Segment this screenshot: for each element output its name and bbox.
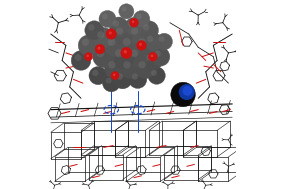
Circle shape bbox=[106, 29, 117, 39]
Circle shape bbox=[97, 31, 104, 38]
Circle shape bbox=[129, 70, 147, 88]
Circle shape bbox=[179, 84, 195, 100]
Circle shape bbox=[104, 57, 126, 79]
Circle shape bbox=[132, 20, 134, 23]
Circle shape bbox=[82, 39, 89, 46]
Circle shape bbox=[127, 46, 149, 68]
Circle shape bbox=[84, 53, 93, 61]
Circle shape bbox=[125, 17, 143, 36]
Circle shape bbox=[111, 45, 134, 68]
Circle shape bbox=[119, 4, 134, 19]
Circle shape bbox=[121, 47, 132, 59]
Circle shape bbox=[183, 86, 192, 96]
Circle shape bbox=[139, 43, 142, 46]
Circle shape bbox=[124, 50, 127, 53]
Circle shape bbox=[117, 73, 123, 80]
Circle shape bbox=[133, 11, 150, 27]
Circle shape bbox=[132, 74, 138, 80]
Circle shape bbox=[85, 21, 104, 40]
Circle shape bbox=[88, 24, 95, 31]
Circle shape bbox=[108, 61, 115, 69]
Circle shape bbox=[99, 10, 116, 27]
Circle shape bbox=[109, 17, 128, 36]
Circle shape bbox=[89, 67, 107, 85]
Circle shape bbox=[113, 74, 115, 76]
Circle shape bbox=[148, 52, 157, 61]
Circle shape bbox=[116, 27, 123, 35]
Circle shape bbox=[151, 54, 153, 57]
Circle shape bbox=[156, 33, 173, 50]
Circle shape bbox=[136, 13, 142, 19]
Circle shape bbox=[112, 24, 133, 44]
Circle shape bbox=[111, 71, 119, 80]
Circle shape bbox=[108, 38, 116, 46]
Circle shape bbox=[123, 61, 131, 69]
Circle shape bbox=[87, 55, 89, 57]
Circle shape bbox=[92, 70, 98, 76]
Circle shape bbox=[144, 33, 162, 51]
Circle shape bbox=[129, 18, 138, 27]
Circle shape bbox=[151, 47, 170, 66]
Circle shape bbox=[113, 20, 119, 27]
Circle shape bbox=[146, 54, 153, 61]
Circle shape bbox=[128, 24, 148, 44]
Circle shape bbox=[106, 77, 112, 84]
Circle shape bbox=[154, 51, 161, 57]
Circle shape bbox=[123, 38, 131, 46]
Circle shape bbox=[134, 34, 156, 56]
Circle shape bbox=[131, 27, 138, 35]
Circle shape bbox=[143, 24, 149, 31]
Circle shape bbox=[93, 46, 115, 68]
Circle shape bbox=[135, 57, 156, 79]
Circle shape bbox=[171, 82, 195, 107]
Circle shape bbox=[121, 6, 127, 12]
Circle shape bbox=[71, 51, 91, 70]
Circle shape bbox=[109, 31, 112, 35]
Circle shape bbox=[75, 54, 82, 61]
Circle shape bbox=[119, 34, 142, 57]
Circle shape bbox=[104, 34, 127, 57]
Circle shape bbox=[138, 61, 146, 69]
Circle shape bbox=[148, 67, 165, 84]
Circle shape bbox=[102, 13, 108, 19]
Circle shape bbox=[78, 35, 99, 56]
Circle shape bbox=[115, 49, 123, 57]
Circle shape bbox=[97, 47, 100, 50]
Circle shape bbox=[95, 44, 105, 54]
Circle shape bbox=[137, 40, 146, 50]
Circle shape bbox=[120, 57, 141, 79]
Circle shape bbox=[130, 50, 138, 57]
Circle shape bbox=[151, 70, 157, 76]
Circle shape bbox=[113, 70, 132, 89]
Circle shape bbox=[102, 74, 120, 92]
Circle shape bbox=[128, 21, 134, 27]
Circle shape bbox=[147, 36, 153, 42]
Circle shape bbox=[97, 50, 104, 57]
Circle shape bbox=[138, 38, 146, 46]
Circle shape bbox=[93, 28, 114, 48]
Circle shape bbox=[140, 21, 158, 40]
Circle shape bbox=[143, 51, 163, 70]
Circle shape bbox=[159, 36, 165, 42]
